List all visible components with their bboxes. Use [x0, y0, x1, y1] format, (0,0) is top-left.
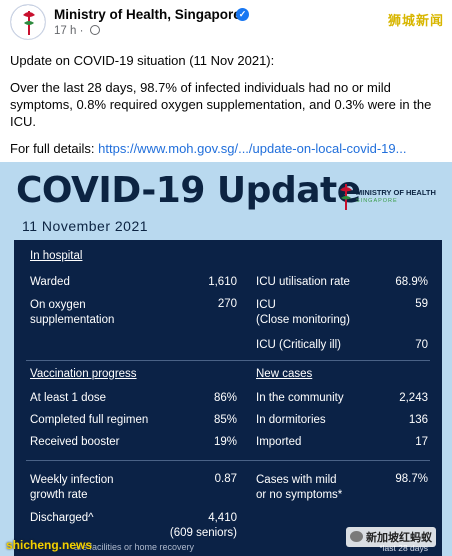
icu-close-label-1: ICU: [256, 299, 276, 311]
covid-update-infographic[interactable]: COVID-19 Update 11 November 2021 MINISTR…: [0, 162, 452, 556]
watermark-bottom-right: 新加坡红蚂蚁: [346, 527, 436, 547]
new-cases-heading: New cases: [256, 368, 313, 380]
moh-avatar-icon: [11, 5, 45, 39]
watermark-bottom-right-text: 新加坡红蚂蚁: [366, 532, 432, 544]
divider-1: [26, 360, 430, 361]
details-label: For full details:: [10, 141, 99, 156]
community-value: 2,243: [399, 392, 428, 404]
oxygen-label-2: supplementation: [30, 314, 115, 326]
warded-value: 1,610: [208, 276, 237, 288]
dose1-label: At least 1 dose: [30, 392, 107, 404]
growth-value: 0.87: [214, 473, 237, 485]
full-regimen-label: Completed full regimen: [30, 414, 149, 426]
full-regimen-value: 85%: [213, 414, 237, 426]
last-days-note: *last 28 days: [379, 543, 428, 553]
booster-label: Received booster: [30, 436, 120, 448]
growth-label-2: growth rate: [30, 489, 88, 501]
mild-label-2: or no symptoms*: [256, 489, 343, 501]
vaccination-heading: Vaccination progress: [30, 368, 137, 380]
icu-rate-label: ICU utilisation rate: [256, 276, 350, 288]
watermark-bottom-left: shicheng.news: [6, 538, 93, 552]
dorm-value: 136: [408, 414, 428, 426]
watermark-top: 狮城新闻: [387, 13, 444, 28]
mild-label-1: Cases with mild: [256, 474, 337, 486]
imported-label: Imported: [256, 436, 302, 448]
growth-label-1: Weekly infection: [30, 474, 114, 486]
divider-2: [26, 460, 430, 461]
infographic-title: COVID-19 Update: [16, 170, 361, 211]
globe-icon: [89, 25, 100, 35]
community-label: In the community: [256, 392, 344, 404]
care-note: are facilities or home recovery: [74, 542, 195, 552]
wechat-icon: [350, 531, 363, 542]
post-meta: 17 h ·: [54, 25, 100, 37]
discharged-value: 4,410: [208, 512, 237, 524]
details-link[interactable]: https://www.moh.gov.sg/.../update-on-loc…: [98, 141, 407, 156]
post-paragraph-1: Update on COVID-19 situation (11 Nov 202…: [10, 53, 275, 68]
separator-dot: ·: [79, 25, 84, 37]
icu-close-value: 59: [415, 298, 428, 310]
icu-critical-label: ICU (Critically ill): [256, 339, 341, 351]
oxygen-value: 270: [217, 298, 237, 310]
moh-logo-sub: SINGAPORE: [356, 198, 398, 204]
warded-label: Warded: [30, 276, 70, 288]
post-time[interactable]: 17 h: [54, 25, 77, 37]
page-avatar[interactable]: [10, 4, 46, 40]
verified-badge-icon: ✓: [236, 8, 249, 21]
post-body: Update on COVID-19 situation (11 Nov 202…: [10, 52, 442, 167]
imported-value: 17: [415, 436, 428, 448]
moh-logo-name: MINISTRY OF HEALTH: [356, 188, 436, 197]
mild-value: 98.7%: [395, 473, 428, 485]
icu-critical-value: 70: [415, 339, 428, 351]
discharged-label: Discharged^: [30, 512, 94, 524]
moh-logo: MINISTRY OF HEALTH SINGAPORE: [340, 184, 440, 218]
post-paragraph-2: Over the last 28 days, 98.7% of infected…: [10, 80, 432, 129]
page-name[interactable]: Ministry of Health, Singapore: [54, 7, 241, 22]
moh-emblem-icon: [340, 184, 352, 210]
dorm-label: In dormitories: [256, 414, 326, 426]
hospital-heading: In hospital: [30, 250, 83, 262]
icu-close-label-2: (Close monitoring): [256, 314, 350, 326]
post-paragraph-3: For full details: https://www.moh.gov.sg…: [10, 140, 442, 157]
infographic-date: 11 November 2021: [22, 218, 149, 234]
booster-value: 19%: [213, 436, 237, 448]
icu-rate-value: 68.9%: [395, 276, 428, 288]
oxygen-label-1: On oxygen: [30, 299, 86, 311]
discharged-seniors: (609 seniors): [169, 527, 237, 539]
dose1-value: 86%: [213, 392, 237, 404]
post-header: Ministry of Health, Singapore ✓ 17 h · 狮…: [0, 0, 452, 44]
stats-panel: In hospital Warded 1,610 On oxygen suppl…: [14, 240, 442, 556]
